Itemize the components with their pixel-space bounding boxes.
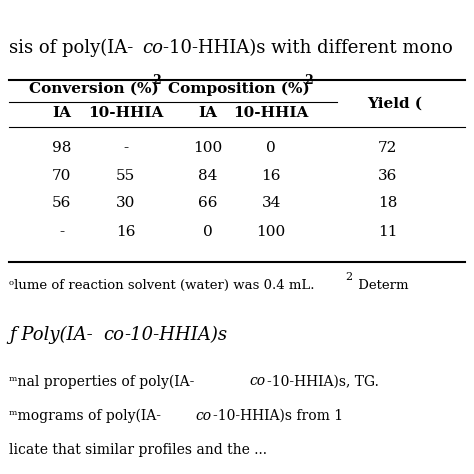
Text: 66: 66 (198, 196, 217, 210)
Text: 36: 36 (378, 169, 397, 182)
Text: 70: 70 (52, 169, 72, 182)
Text: IA: IA (198, 106, 217, 120)
Text: 34: 34 (262, 196, 281, 210)
Text: ᵒlume of reaction solvent (water) was 0.4 mL.: ᵒlume of reaction solvent (water) was 0.… (9, 279, 315, 292)
Text: co: co (250, 374, 266, 388)
Text: Determ: Determ (355, 279, 409, 292)
Text: 100: 100 (256, 226, 286, 239)
Text: 0: 0 (266, 141, 276, 155)
Text: licate that similar profiles and the ...: licate that similar profiles and the ... (9, 443, 267, 456)
Text: 100: 100 (193, 141, 222, 155)
Text: -10-HHIA)s, TG.: -10-HHIA)s, TG. (267, 374, 379, 388)
Text: sis of poly(IA-: sis of poly(IA- (9, 39, 134, 57)
Text: ƒ Poly(IA-: ƒ Poly(IA- (9, 326, 93, 344)
Text: 11: 11 (378, 226, 398, 239)
Text: 0: 0 (202, 226, 212, 239)
Text: Composition (%): Composition (%) (168, 82, 310, 96)
Text: 2: 2 (345, 272, 353, 282)
Text: ᵐnal properties of poly(IA-: ᵐnal properties of poly(IA- (9, 374, 195, 389)
Text: 30: 30 (116, 196, 135, 210)
Text: 10-HHIA: 10-HHIA (88, 106, 163, 120)
Text: Yield (: Yield ( (367, 96, 422, 110)
Text: 56: 56 (52, 196, 72, 210)
Text: 16: 16 (116, 226, 135, 239)
Text: 2: 2 (304, 74, 313, 87)
Text: Conversion (%): Conversion (%) (29, 82, 158, 96)
Text: 10-HHIA: 10-HHIA (233, 106, 309, 120)
Text: IA: IA (52, 106, 71, 120)
Text: -: - (59, 226, 64, 239)
Text: co: co (104, 326, 125, 344)
Text: co: co (195, 409, 211, 423)
Text: ᵐmograms of poly(IA-: ᵐmograms of poly(IA- (9, 409, 162, 423)
Text: 72: 72 (378, 141, 397, 155)
Text: -10-HHIA)s with different mono: -10-HHIA)s with different mono (163, 39, 453, 57)
Text: 16: 16 (261, 169, 281, 182)
Text: 98: 98 (52, 141, 72, 155)
Text: 2: 2 (152, 74, 161, 87)
Text: co: co (142, 39, 164, 57)
Text: -10-HHIA)s from 1: -10-HHIA)s from 1 (213, 409, 343, 423)
Text: 84: 84 (198, 169, 217, 182)
Text: 18: 18 (378, 196, 397, 210)
Text: 55: 55 (116, 169, 135, 182)
Text: -10-HHIA)s: -10-HHIA)s (125, 326, 228, 344)
Text: -: - (123, 141, 128, 155)
